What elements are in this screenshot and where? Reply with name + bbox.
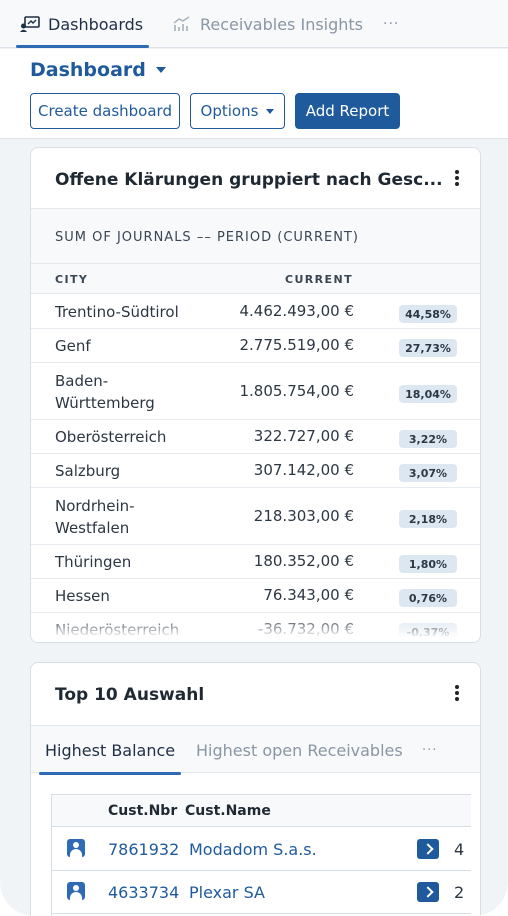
percent-badge: 3,22% [399,430,457,448]
column-header-cust-name[interactable]: Cust.Name [185,803,271,819]
cell-current-value: 4.462.493,00 € [239,302,354,320]
table-row: Genf 2.775.519,00 € 27,73% [31,329,480,363]
report-subheader: SUM OF JOURNALS –– PERIOD (CURRENT) [31,208,480,264]
chevron-down-icon [155,67,166,73]
top10-tabs-more-button[interactable]: ··· [422,742,438,758]
column-header-city[interactable]: CITY [55,273,89,286]
customer-person-icon[interactable] [67,882,85,900]
cell-city: Salzburg [55,462,121,480]
create-dashboard-button[interactable]: Create dashboard [30,93,180,129]
table-row: Trentino-Südtirol 4.462.493,00 € 44,58% [31,295,480,329]
create-dashboard-label: Create dashboard [38,102,172,120]
customer-number-link[interactable]: 4633734 [108,883,180,902]
options-button[interactable]: Options [190,93,285,129]
chart-trend-icon [173,16,190,31]
percent-badge: 44,58% [399,305,457,323]
table-row: Baden- Württemberg 1.805.754,00 € 18,04% [31,363,480,420]
card-menu-kebab-icon[interactable] [454,685,460,703]
customer-row[interactable]: 7861932 Modadom S.a.s. 4 [52,828,471,871]
tabs-more-button[interactable]: ··· [383,16,400,32]
percent-badge: 27,73% [399,339,457,357]
tab-dashboards[interactable]: Dashboards [15,0,150,48]
tab-receivables-insights-label: Receivables Insights [200,14,364,34]
cell-city: Genf [55,337,91,355]
card-title: Offene Klärungen gruppiert nach Gesc... [55,170,443,190]
percent-badge: 2,18% [399,510,457,528]
cell-current-value: 1.805.754,00 € [239,382,354,400]
table-row: Oberösterreich 322.727,00 € 3,22% [31,420,480,454]
card-menu-kebab-icon[interactable] [454,170,460,188]
tab-highest-balance[interactable]: Highest Balance [38,726,182,775]
customer-grid: Cust.Nbr Cust.Name 7861932 Modadom S.a.s.… [51,794,471,916]
customer-name-link[interactable]: Plexar SA [189,883,265,902]
cell-city: Trentino-Südtirol [55,303,179,321]
dashboard-board-icon [20,16,40,32]
cell-city: Thüringen [55,553,132,571]
percent-badge: 18,04% [399,385,457,403]
table-row: Hessen 76.343,00 € 0,76% [31,579,480,613]
table-row: Nordrhein- Westfalen 218.303,00 € 2,18% [31,488,480,545]
truncated-cell: 2 [454,883,465,902]
customer-row[interactable]: 4633734 Plexar SA 2 [52,871,471,914]
dashboard-header: Dashboard Create dashboard Options Add R… [0,49,508,139]
cell-current-value: 307.142,00 € [253,461,354,479]
tab-receivables-insights[interactable]: Receivables Insights [172,0,363,48]
percent-badge: 1,80% [399,555,457,573]
cell-current-value: 180.352,00 € [253,552,354,570]
report-subtitle: SUM OF JOURNALS –– PERIOD (CURRENT) [55,230,359,245]
percent-badge: 3,07% [399,464,457,482]
table-row: Thüringen 180.352,00 € 1,80% [31,545,480,579]
customer-name-link[interactable]: Modadom S.a.s. [189,840,317,859]
cell-city: Oberösterreich [55,428,167,446]
table-row: Salzburg 307.142,00 € 3,07% [31,454,480,488]
caret-down-icon [266,108,275,114]
options-label: Options [200,102,259,120]
table-header: CITY CURRENT [31,264,480,294]
column-header-cust-nbr[interactable]: Cust.Nbr [108,803,178,819]
add-report-label: Add Report [305,102,390,120]
chevron-right-icon[interactable] [417,839,439,859]
report-card-top-10: Top 10 Auswahl Highest Balance Highest o… [30,662,481,916]
report-card-open-clarifications: Offene Klärungen gruppiert nach Gesc... … [30,147,481,643]
dashboard-selector[interactable]: Dashboard [30,59,166,81]
top-tabbar: Dashboards Receivables Insights ··· [0,0,508,48]
customer-number-link[interactable]: 7861932 [108,840,180,859]
cell-current-value: 2.775.519,00 € [239,336,354,354]
grid-header: Cust.Nbr Cust.Name [52,795,471,827]
top10-tabbar: Highest Balance Highest open Receivables… [31,725,480,775]
cell-city: Nordrhein- Westfalen [55,497,135,537]
cell-current-value: 218.303,00 € [253,507,354,525]
card-title: Top 10 Auswahl [55,685,205,705]
chevron-right-icon[interactable] [417,882,439,902]
tab-highest-open-receivables[interactable]: Highest open Receivables [196,740,403,760]
cell-current-value: 322.727,00 € [253,427,354,445]
scroll-fade [31,616,480,642]
cell-current-value: 76.343,00 € [263,586,354,604]
cell-city: Baden- Württemberg [55,372,155,412]
table-body: Trentino-Südtirol 4.462.493,00 € 44,58% Gen… [31,295,480,642]
cell-city: Hessen [55,587,110,605]
tab-dashboards-label: Dashboards [48,14,144,34]
add-report-button[interactable]: Add Report [295,93,400,129]
dashboard-title: Dashboard [30,59,146,81]
column-header-current[interactable]: CURRENT [285,273,353,286]
customer-person-icon[interactable] [67,839,85,857]
percent-badge: 0,76% [399,589,457,607]
truncated-cell: 4 [454,840,465,859]
